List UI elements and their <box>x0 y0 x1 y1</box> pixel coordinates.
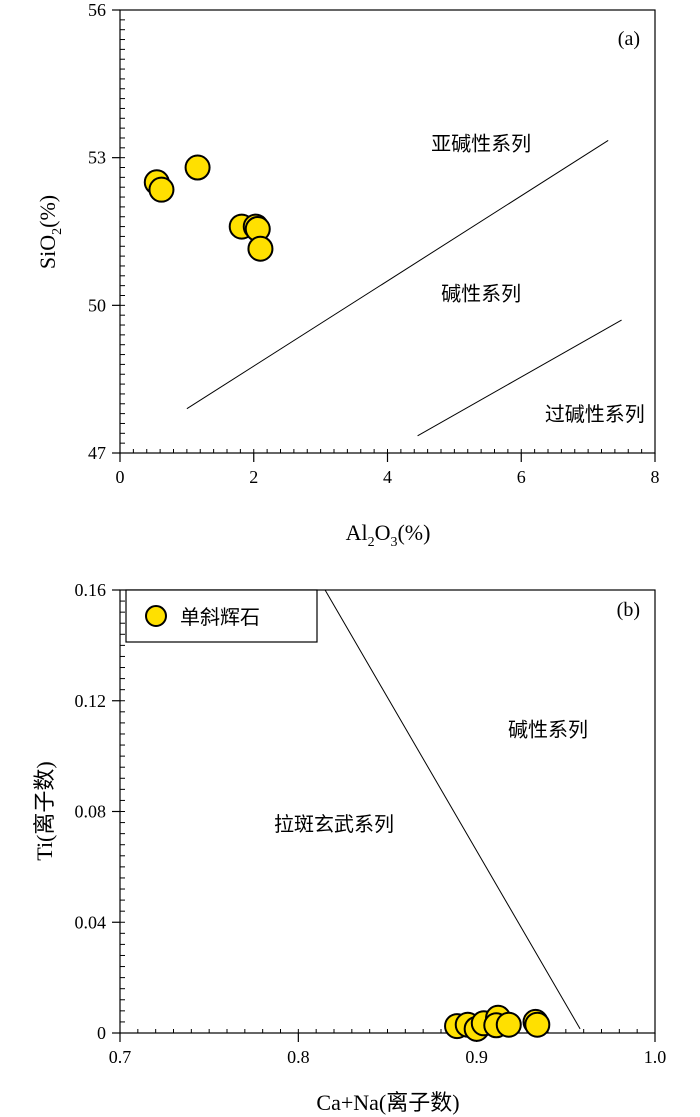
data-point <box>184 154 211 181</box>
x-tick-label: 2 <box>249 467 258 487</box>
region-label: 亚碱性系列 <box>431 132 531 155</box>
chart-panel-b: 0.7 0.8 0.9 1.0 0 0.04 0.08 0.12 0.16 碱性系列拉斑玄武系列… <box>32 580 666 1115</box>
region-label: 碱性系列 <box>441 282 521 305</box>
y-axis-label-a: SiO2(%) <box>35 195 65 269</box>
y-axis-label-b: Ti(离子数) <box>32 761 57 860</box>
x-axis-label-b: Ca+Na(离子数) <box>316 1090 459 1115</box>
y-tick-label: 50 <box>88 295 106 315</box>
x-tick-label: 1.0 <box>644 1047 667 1067</box>
data-point <box>495 1011 522 1038</box>
x-axis-label-a: Al2O3(%) <box>346 520 431 550</box>
boundary-line <box>186 140 609 410</box>
panel-label-a: (a) <box>618 28 640 50</box>
y-tick-label: 0.12 <box>75 691 107 711</box>
y-tick-label: 56 <box>88 0 106 20</box>
boundary-line <box>417 319 622 437</box>
legend-entry-0: 单斜辉石 <box>180 606 260 629</box>
x-tick-label: 4 <box>383 467 392 487</box>
legend-marker <box>145 605 167 627</box>
data-point <box>524 1011 551 1038</box>
panel-label-b: (b) <box>617 599 640 621</box>
legend: 单斜辉石 <box>125 589 318 643</box>
data-point <box>247 235 274 262</box>
x-tick-label: 0.8 <box>287 1047 310 1067</box>
plot-frame-a <box>119 9 656 454</box>
boundary-line <box>324 589 581 1030</box>
y-tick-label: 0.04 <box>75 912 107 932</box>
region-label: 过碱性系列 <box>545 403 645 426</box>
x-tick-label: 0.7 <box>109 1047 132 1067</box>
x-tick-label: 8 <box>651 467 660 487</box>
x-tick-label: 6 <box>517 467 526 487</box>
y-tick-label: 0.08 <box>75 802 107 822</box>
y-tick-label: 0.16 <box>75 580 107 600</box>
region-label: 碱性系列 <box>508 719 588 742</box>
x-tick-label: 0.9 <box>465 1047 488 1067</box>
y-tick-label: 0 <box>97 1023 106 1043</box>
region-label: 拉斑玄武系列 <box>274 813 394 836</box>
plot-frame-b <box>119 589 656 1034</box>
y-tick-label: 53 <box>88 148 106 168</box>
x-tick-label: 0 <box>116 467 125 487</box>
data-point <box>148 176 175 203</box>
y-tick-label: 47 <box>88 443 106 463</box>
